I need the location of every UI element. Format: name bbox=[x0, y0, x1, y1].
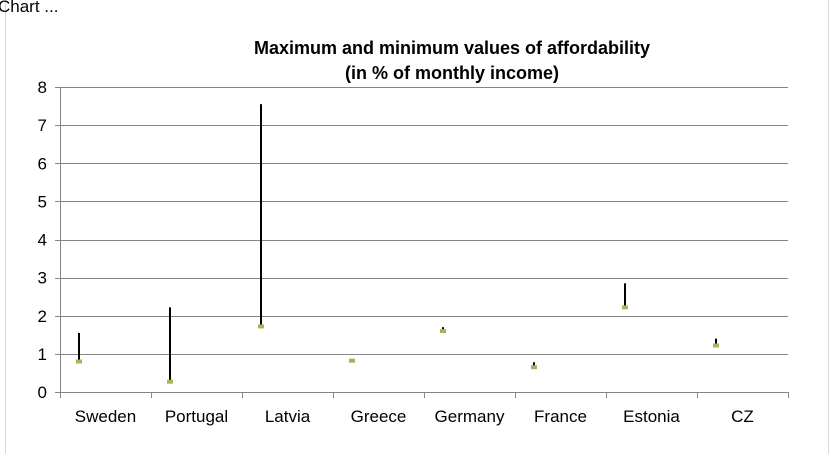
min-marker-sweden bbox=[76, 359, 82, 364]
min-marker-germany bbox=[440, 329, 446, 333]
min-marker-latvia bbox=[258, 324, 264, 329]
y-tick-label: 1 bbox=[38, 345, 47, 364]
x-tick-label-germany: Germany bbox=[435, 407, 505, 426]
x-tick-label-portugal: Portugal bbox=[165, 407, 228, 426]
x-tick-label-estonia: Estonia bbox=[623, 407, 680, 426]
min-marker-cz bbox=[713, 343, 719, 348]
x-tick-label-cz: CZ bbox=[731, 407, 754, 426]
range-marks bbox=[76, 104, 719, 384]
chart-title: Maximum and minimum values of affordabil… bbox=[254, 38, 650, 58]
y-tick-label: 3 bbox=[38, 269, 47, 288]
page-title-fragment: Chart ... bbox=[0, 0, 58, 16]
y-tick-label: 2 bbox=[38, 307, 47, 326]
y-tick-label: 6 bbox=[38, 154, 47, 173]
min-marker-estonia bbox=[622, 305, 628, 310]
y-tick-label: 8 bbox=[38, 78, 47, 97]
x-tick-label-sweden: Sweden bbox=[75, 407, 136, 426]
x-tick-label-france: France bbox=[534, 407, 587, 426]
gridlines bbox=[55, 87, 788, 393]
x-tick-label-latvia: Latvia bbox=[265, 407, 311, 426]
min-marker-greece bbox=[349, 358, 355, 363]
chart-subtitle: (in % of monthly income) bbox=[345, 63, 559, 83]
y-axis-tick-labels: 0 1 2 3 4 5 6 7 8 bbox=[38, 78, 47, 402]
y-tick-label: 7 bbox=[38, 116, 47, 135]
y-tick-label: 4 bbox=[38, 231, 47, 250]
min-marker-portugal bbox=[167, 379, 173, 384]
x-axis-tick-labels: Sweden Portugal Latvia Greece Germany France E… bbox=[60, 392, 789, 426]
y-tick-label: 5 bbox=[38, 192, 47, 211]
min-marker-france bbox=[531, 365, 537, 370]
y-tick-label: 0 bbox=[38, 383, 47, 402]
chart-border bbox=[5, 0, 829, 454]
x-tick-label-greece: Greece bbox=[351, 407, 407, 426]
